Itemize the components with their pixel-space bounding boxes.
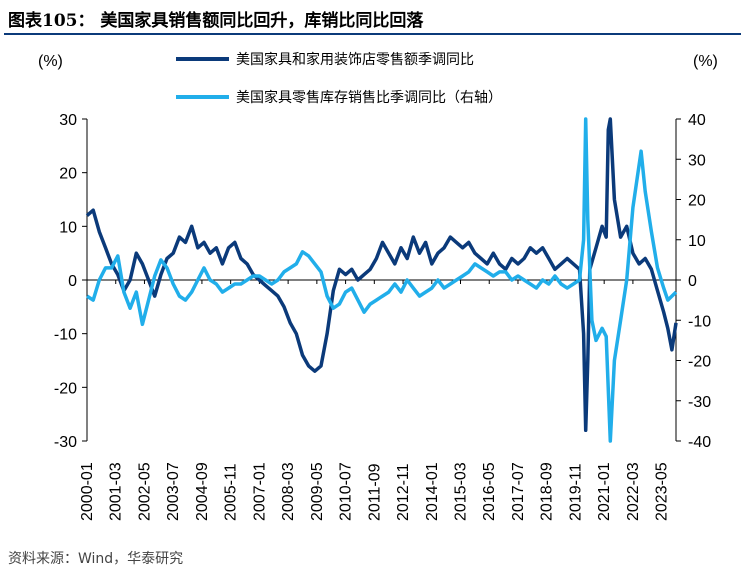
left-tick-label: 0 <box>68 273 77 290</box>
left-y-axis: 30 20 10 0 -10 -20 -30 <box>54 112 88 451</box>
x-axis: 2000-01 2001-03 2002-05 2003-07 2004-09 2005-… <box>79 279 676 521</box>
x-tick-label: 2003-07 <box>165 462 182 521</box>
series-layer <box>85 117 678 443</box>
left-tick-label: -30 <box>54 434 77 451</box>
series-line-inventory-ratio <box>86 117 678 443</box>
x-tick-label: 2011-09 <box>366 463 383 521</box>
right-tick-label: 0 <box>688 273 697 290</box>
x-tick-label: 2016-05 <box>481 462 498 521</box>
left-tick-label: 10 <box>59 219 77 236</box>
right-y-axis: 40 30 20 10 0 -10 -20 -30 -40 <box>675 112 711 451</box>
x-tick-label: 2010-07 <box>338 462 355 521</box>
x-tick-label: 2023-05 <box>654 462 671 521</box>
x-tick-label: 2007-01 <box>251 462 268 521</box>
x-tick-label: 2015-03 <box>453 462 470 521</box>
x-tick-label: 2002-05 <box>136 462 153 521</box>
left-tick-label: -10 <box>54 327 77 344</box>
right-tick-label: -20 <box>688 354 711 371</box>
left-tick-label: 30 <box>59 112 77 129</box>
x-tick-label: 2004-09 <box>194 462 211 521</box>
right-tick-label: -30 <box>688 394 711 411</box>
left-tick-label: 20 <box>59 166 77 183</box>
figure-title: 图表105： 美国家具销售额同比回升，库销比同比回落 <box>8 11 424 31</box>
x-tick-label: 2000-01 <box>79 462 96 521</box>
left-tick-label: -20 <box>54 380 77 397</box>
x-tick-label: 2014-01 <box>424 462 441 521</box>
right-tick-label: -40 <box>688 434 711 451</box>
source-note: 资料来源：Wind，华泰研究 <box>8 551 184 567</box>
x-tick-label: 2009-05 <box>309 462 326 521</box>
x-tick-label: 2018-09 <box>539 462 556 521</box>
x-tick-label: 2021-01 <box>596 462 613 521</box>
left-axis-unit: (%) <box>38 53 63 70</box>
right-tick-label: 20 <box>688 193 706 210</box>
x-tick-label: 2001-03 <box>108 462 125 521</box>
x-tick-label: 2022-03 <box>625 462 642 521</box>
x-tick-label: 2005-11 <box>223 463 240 521</box>
x-tick-label: 2019-11 <box>567 463 584 521</box>
x-tick-label: 2017-07 <box>510 462 527 521</box>
x-tick-label: 2008-03 <box>280 462 297 521</box>
x-tick-label: 2012-11 <box>395 463 412 521</box>
legend-label: 美国家具零售库存销售比季调同比（右轴） <box>236 89 502 106</box>
right-tick-label: 10 <box>688 233 706 250</box>
legend-label: 美国家具和家用装饰店零售额季调同比 <box>236 51 474 68</box>
title-rule <box>4 33 741 35</box>
right-axis-unit: (%) <box>693 53 718 70</box>
right-tick-label: -10 <box>688 313 711 330</box>
right-tick-label: 30 <box>688 152 706 169</box>
right-tick-label: 40 <box>688 112 706 129</box>
